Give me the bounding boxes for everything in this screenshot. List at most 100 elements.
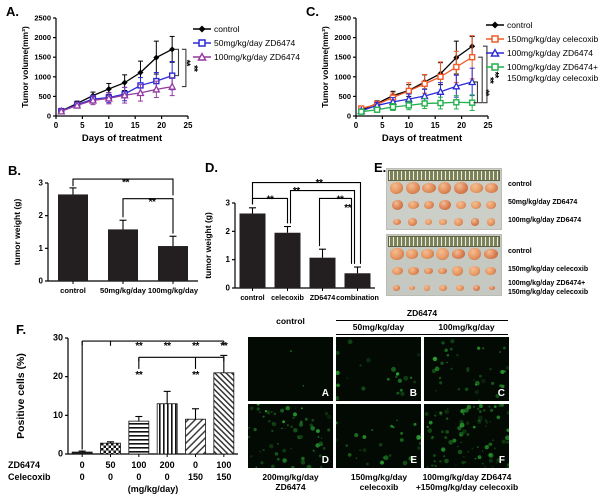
caption-line: 150mg/kg/day <box>350 472 408 482</box>
panel-c-chart: 0 5 10 15 20 25 0 500 1000 1500 2000 2500 Days of tr… <box>320 14 500 145</box>
svg-text:0: 0 <box>193 460 198 470</box>
tumor <box>439 284 447 292</box>
tumor <box>424 267 433 275</box>
svg-text:200: 200 <box>160 460 175 470</box>
caption-line: 200mg/kg/day <box>262 472 319 482</box>
sig-annotation <box>251 182 362 264</box>
panel-f: F. 0 10 20 30 Positive cells (%) ZD6474 0 50 100… <box>0 310 252 501</box>
svg-text:Days of treatment: Days of treatment <box>82 133 163 144</box>
caption-line: +150mg/kg/day celecoxib <box>415 482 519 492</box>
panel-f-label: F. <box>16 322 27 337</box>
micrograph-B: B <box>336 337 421 401</box>
axes <box>53 17 189 119</box>
svg-text:50: 50 <box>105 460 115 470</box>
micrograph-F: F <box>424 404 509 468</box>
micro-header-dose2: 100mg/kg/day <box>438 322 495 332</box>
panel-a-chart: 0 5 10 15 20 25 0 500 1000 1500 2000 2500 Days of tr… <box>20 14 199 145</box>
svg-text:100mg/kg/day: 100mg/kg/day <box>148 286 199 295</box>
e-row-label-line1: 100mg/kg/day ZD6474+ <box>508 280 586 287</box>
ruler <box>388 236 500 247</box>
bar <box>274 232 301 288</box>
svg-text:**: ** <box>149 197 156 208</box>
caption-line: ZD6474 <box>275 482 306 492</box>
tumor-photo-bottom <box>386 234 502 296</box>
svg-text:10: 10 <box>53 410 63 420</box>
svg-text:**: ** <box>192 341 199 352</box>
svg-text:Tumor volume(mm³): Tumor volume(mm³) <box>320 26 330 108</box>
legend-label-line2: 150mg/kg/day celecoxib <box>507 73 599 83</box>
axes <box>65 337 238 455</box>
ruler <box>388 170 500 181</box>
panel-e: E. control 50mg/kg/day ZD6474 100mg/kg/d… <box>372 156 600 310</box>
sig-bracket <box>174 48 180 77</box>
svg-text:2500: 2500 <box>34 14 51 23</box>
svg-text:25: 25 <box>484 121 493 130</box>
tumor <box>484 248 498 260</box>
bar <box>71 451 93 455</box>
svg-text:2500: 2500 <box>334 14 351 23</box>
svg-text:0: 0 <box>80 472 85 482</box>
sig-annotation <box>72 178 174 196</box>
svg-text:1000: 1000 <box>334 72 351 81</box>
legend-label: control <box>507 20 533 30</box>
svg-text:2: 2 <box>226 227 231 236</box>
series-3 <box>358 94 476 115</box>
bar <box>185 418 206 455</box>
series-2 <box>357 67 477 115</box>
svg-text:20: 20 <box>157 121 166 130</box>
tumor <box>420 249 434 259</box>
tumor <box>488 285 495 291</box>
svg-text:**: ** <box>344 203 351 214</box>
legend-label: control <box>214 24 240 34</box>
svg-text:Celecoxib: Celecoxib <box>8 472 51 482</box>
bar <box>344 273 371 288</box>
bar <box>108 229 138 281</box>
svg-text:0: 0 <box>165 472 170 482</box>
legend-item: 100mg/kg/day ZD6474 <box>193 50 300 64</box>
tumor-photo-top <box>386 168 502 230</box>
svg-text:**: ** <box>293 186 300 197</box>
micro-header-group: ZD6474 <box>406 308 438 318</box>
svg-text:**: ** <box>220 341 227 352</box>
svg-text:**: ** <box>164 341 171 352</box>
svg-text:2000: 2000 <box>334 33 351 42</box>
panel-e-label: E. <box>374 160 387 175</box>
tumor <box>408 218 418 226</box>
micrograph-E: E <box>336 404 421 468</box>
svg-text:500: 500 <box>38 92 51 101</box>
tumor-row <box>389 180 499 196</box>
tumor-row <box>389 246 499 262</box>
tumor <box>408 201 420 209</box>
svg-text:0: 0 <box>58 449 63 459</box>
tumor <box>452 266 464 276</box>
tumor-row <box>389 214 499 230</box>
sig-annotation <box>251 197 289 224</box>
panel-c: C. 0 5 10 15 20 25 0 500 1000 1500 2000 2500 Days of… <box>300 0 600 155</box>
tumor <box>438 267 447 275</box>
svg-text:100: 100 <box>131 460 146 470</box>
legend-item: control <box>486 18 598 32</box>
micrograph-C: C <box>424 337 509 401</box>
svg-text:tumor weight (g): tumor weight (g) <box>203 212 213 279</box>
tumor <box>393 285 401 291</box>
header-rule <box>336 334 508 335</box>
svg-text:20: 20 <box>457 121 466 130</box>
tumor <box>424 219 432 225</box>
tumor <box>406 249 419 259</box>
sig-annotation <box>138 356 225 362</box>
tumor <box>424 200 435 210</box>
legend-item: 100mg/kg/day ZD6474 <box>486 46 598 60</box>
legend-label: 100mg/kg/day ZD6474 <box>214 52 300 62</box>
tumor <box>390 182 404 194</box>
svg-text:0: 0 <box>54 121 59 130</box>
svg-text:control: control <box>240 293 264 302</box>
legend-item: 50mg/kg/day ZD6474 <box>193 36 300 50</box>
svg-text:**: ** <box>316 178 323 189</box>
svg-text:ZD6474: ZD6474 <box>8 460 40 470</box>
svg-text:150: 150 <box>188 472 203 482</box>
svg-text:(mg/kg/day): (mg/kg/day) <box>128 484 179 494</box>
svg-text:15: 15 <box>431 121 440 130</box>
svg-text:1500: 1500 <box>34 53 51 62</box>
svg-text:control: control <box>60 286 86 295</box>
tumor <box>454 218 463 226</box>
